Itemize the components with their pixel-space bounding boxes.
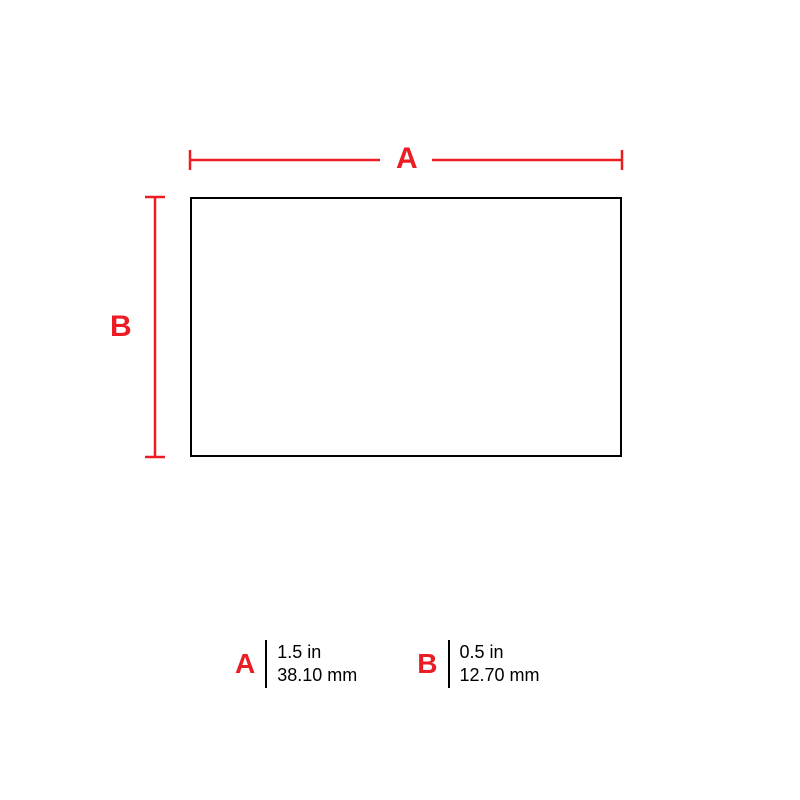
legend: A 1.5 in 38.10 mm B 0.5 in 12.70 mm xyxy=(235,640,540,688)
legend-values-b: 0.5 in 12.70 mm xyxy=(450,641,540,688)
legend-a-inches: 1.5 in xyxy=(277,641,357,664)
legend-values-a: 1.5 in 38.10 mm xyxy=(267,641,357,688)
legend-letter-a: A xyxy=(235,648,265,680)
legend-item-b: B 0.5 in 12.70 mm xyxy=(417,640,539,688)
legend-item-a: A 1.5 in 38.10 mm xyxy=(235,640,357,688)
dimension-diagram: A B A 1.5 in 38.10 mm B 0.5 in 12.70 mm xyxy=(0,0,800,800)
legend-a-mm: 38.10 mm xyxy=(277,664,357,687)
legend-b-inches: 0.5 in xyxy=(460,641,540,664)
dimension-b-label: B xyxy=(110,310,132,344)
label-rectangle xyxy=(190,197,622,457)
dimension-b-line xyxy=(145,197,165,457)
legend-b-mm: 12.70 mm xyxy=(460,664,540,687)
legend-letter-b: B xyxy=(417,648,447,680)
dimension-a-label: A xyxy=(396,142,418,176)
